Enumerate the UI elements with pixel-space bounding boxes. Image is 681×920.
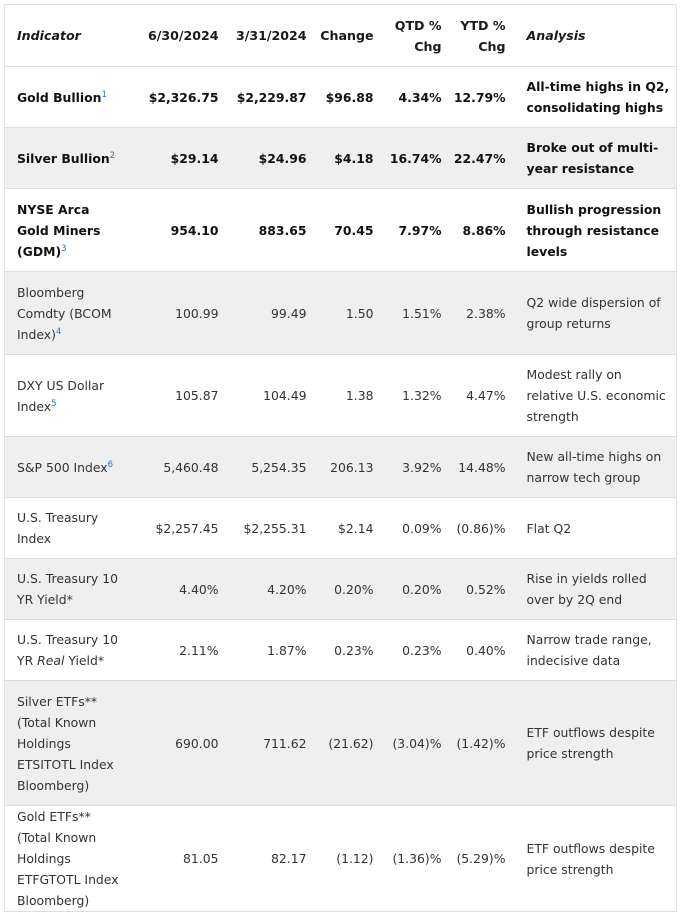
row-indicator: U.S. Treasury Index (4, 497, 121, 559)
row-indicator: U.S. Treasury 10 YR Real Yield* (4, 619, 121, 681)
row-analysis: New all-time highs on narrow tech group (513, 436, 677, 498)
row-indicator: DXY US Dollar Index5 (4, 354, 121, 437)
row-analysis: All-time highs in Q2, consolidating high… (513, 66, 677, 128)
row-value-1: $2,257.45 (120, 497, 227, 559)
table-row: Silver Bullion2 $29.14 $24.96 $4.18 16.7… (4, 127, 677, 189)
row-ytd: 4.47% (449, 354, 514, 437)
row-qtd: 7.97% (381, 188, 450, 272)
row-value-2: $24.96 (226, 127, 315, 189)
header-date-1: 6/30/2024 (120, 4, 227, 67)
table-row: DXY US Dollar Index5 105.87 104.49 1.38 … (4, 354, 677, 437)
row-qtd: 0.09% (381, 497, 450, 559)
header-change: Change (314, 4, 382, 67)
table-row: Silver ETFs** (Total Known Holdings ETSI… (4, 680, 677, 806)
row-value-2: 5,254.35 (226, 436, 315, 498)
row-change: $96.88 (314, 66, 382, 128)
table-row: Gold Bullion1 $2,326.75 $2,229.87 $96.88… (4, 66, 677, 128)
row-ytd: 2.38% (449, 271, 514, 355)
row-ytd: 22.47% (449, 127, 514, 189)
row-ytd: (1.42)% (449, 680, 514, 806)
row-analysis: ETF outflows despite price strength (513, 680, 677, 806)
row-value-2: $2,255.31 (226, 497, 315, 559)
row-indicator: Gold ETFs** (Total Known Holdings ETFGTO… (4, 805, 121, 912)
row-value-1: 5,460.48 (120, 436, 227, 498)
row-change: (1.12) (314, 805, 382, 912)
row-qtd: 0.23% (381, 619, 450, 681)
row-change: $2.14 (314, 497, 382, 559)
row-indicator: Gold Bullion1 (4, 66, 121, 128)
row-value-2: 82.17 (226, 805, 315, 912)
table-row: U.S. Treasury Index $2,257.45 $2,255.31 … (4, 497, 677, 559)
row-value-1: 4.40% (120, 558, 227, 620)
row-ytd: (5.29)% (449, 805, 514, 912)
row-value-1: $29.14 (120, 127, 227, 189)
row-value-1: 100.99 (120, 271, 227, 355)
row-analysis: Rise in yields rolled over by 2Q end (513, 558, 677, 620)
header-qtd: QTD % Chg (381, 4, 450, 67)
row-indicator: S&P 500 Index6 (4, 436, 121, 498)
row-qtd: 0.20% (381, 558, 450, 620)
row-analysis: Q2 wide dispersion of group returns (513, 271, 677, 355)
row-value-1: 81.05 (120, 805, 227, 912)
row-ytd: 0.40% (449, 619, 514, 681)
row-ytd: 0.52% (449, 558, 514, 620)
row-value-2: $2,229.87 (226, 66, 315, 128)
table-row: S&P 500 Index6 5,460.48 5,254.35 206.13 … (4, 436, 677, 498)
row-qtd: 4.34% (381, 66, 450, 128)
row-value-1: 2.11% (120, 619, 227, 681)
row-change: $4.18 (314, 127, 382, 189)
row-change: (21.62) (314, 680, 382, 806)
row-value-2: 99.49 (226, 271, 315, 355)
row-indicator: U.S. Treasury 10 YR Yield* (4, 558, 121, 620)
row-qtd: (1.36)% (381, 805, 450, 912)
row-analysis: Broke out of multi-year resistance (513, 127, 677, 189)
row-analysis: ETF outflows despite price strength (513, 805, 677, 912)
row-change: 206.13 (314, 436, 382, 498)
table-row: U.S. Treasury 10 YR Yield* 4.40% 4.20% 0… (4, 558, 677, 620)
row-ytd: 14.48% (449, 436, 514, 498)
header-ytd: YTD % Chg (449, 4, 514, 67)
table-header-row: Indicator 6/30/2024 3/31/2024 Change QTD… (4, 4, 677, 67)
row-change: 0.23% (314, 619, 382, 681)
row-qtd: (3.04)% (381, 680, 450, 806)
table-row: U.S. Treasury 10 YR Real Yield* 2.11% 1.… (4, 619, 677, 681)
row-ytd: 12.79% (449, 66, 514, 128)
row-value-1: 954.10 (120, 188, 227, 272)
header-indicator: Indicator (4, 4, 121, 67)
row-qtd: 1.32% (381, 354, 450, 437)
row-analysis: Flat Q2 (513, 497, 677, 559)
indicator-table: Indicator 6/30/2024 3/31/2024 Change QTD… (4, 4, 677, 912)
row-indicator: NYSE Arca Gold Miners (GDM)3 (4, 188, 121, 272)
row-indicator: Bloomberg Comdty (BCOM Index)4 (4, 271, 121, 355)
row-change: 70.45 (314, 188, 382, 272)
row-value-2: 711.62 (226, 680, 315, 806)
table-row: Bloomberg Comdty (BCOM Index)4 100.99 99… (4, 271, 677, 355)
header-date-2: 3/31/2024 (226, 4, 315, 67)
row-value-2: 4.20% (226, 558, 315, 620)
row-value-1: $2,326.75 (120, 66, 227, 128)
table-row: NYSE Arca Gold Miners (GDM)3 954.10 883.… (4, 188, 677, 272)
row-ytd: (0.86)% (449, 497, 514, 559)
row-analysis: Narrow trade range, indecisive data (513, 619, 677, 681)
row-value-1: 105.87 (120, 354, 227, 437)
header-analysis: Analysis (513, 4, 677, 67)
row-value-2: 104.49 (226, 354, 315, 437)
row-indicator: Silver ETFs** (Total Known Holdings ETSI… (4, 680, 121, 806)
row-analysis: Modest rally on relative U.S. economic s… (513, 354, 677, 437)
row-value-1: 690.00 (120, 680, 227, 806)
row-indicator: Silver Bullion2 (4, 127, 121, 189)
row-qtd: 3.92% (381, 436, 450, 498)
row-change: 1.38 (314, 354, 382, 437)
row-change: 1.50 (314, 271, 382, 355)
row-change: 0.20% (314, 558, 382, 620)
row-analysis: Bullish progression through resistance l… (513, 188, 677, 272)
row-value-2: 1.87% (226, 619, 315, 681)
table-row: Gold ETFs** (Total Known Holdings ETFGTO… (4, 805, 677, 912)
row-qtd: 16.74% (381, 127, 450, 189)
row-ytd: 8.86% (449, 188, 514, 272)
row-qtd: 1.51% (381, 271, 450, 355)
row-value-2: 883.65 (226, 188, 315, 272)
